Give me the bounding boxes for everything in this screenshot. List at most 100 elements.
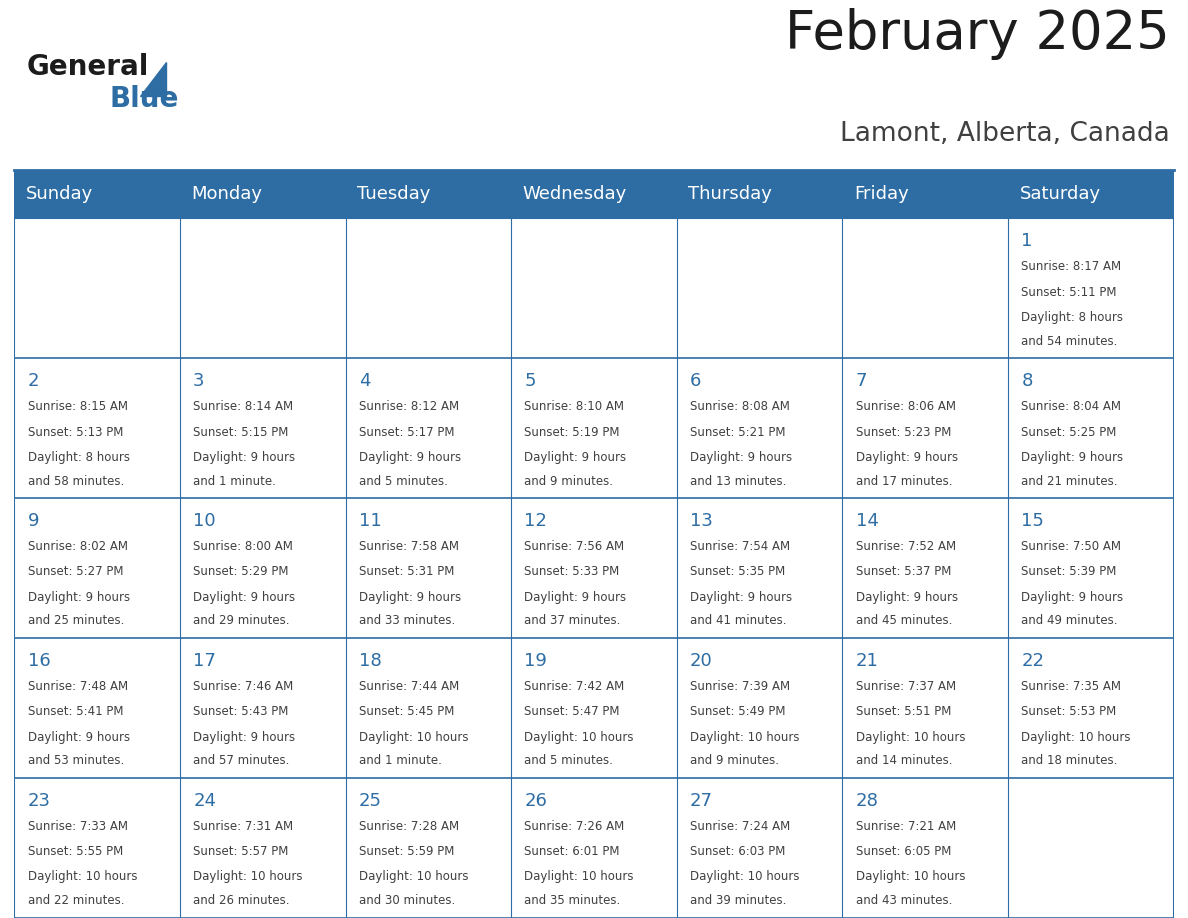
Text: Sunset: 6:01 PM: Sunset: 6:01 PM <box>524 845 620 858</box>
Text: Sunrise: 7:58 AM: Sunrise: 7:58 AM <box>359 541 459 554</box>
Text: Daylight: 8 hours: Daylight: 8 hours <box>27 451 129 464</box>
Text: and 25 minutes.: and 25 minutes. <box>27 614 124 627</box>
Text: Sunset: 5:55 PM: Sunset: 5:55 PM <box>27 845 122 858</box>
Text: 19: 19 <box>524 652 548 670</box>
Text: Daylight: 10 hours: Daylight: 10 hours <box>855 870 965 883</box>
Text: and 13 minutes.: and 13 minutes. <box>690 475 786 487</box>
Text: Sunset: 5:57 PM: Sunset: 5:57 PM <box>194 845 289 858</box>
Text: Daylight: 9 hours: Daylight: 9 hours <box>359 590 461 604</box>
Text: 11: 11 <box>359 512 381 531</box>
Text: Sunrise: 7:21 AM: Sunrise: 7:21 AM <box>855 820 956 833</box>
Text: Sunrise: 7:52 AM: Sunrise: 7:52 AM <box>855 541 956 554</box>
Text: and 5 minutes.: and 5 minutes. <box>359 475 448 487</box>
Text: 12: 12 <box>524 512 548 531</box>
Text: Daylight: 9 hours: Daylight: 9 hours <box>194 590 296 604</box>
Text: Monday: Monday <box>191 185 263 203</box>
Text: 22: 22 <box>1022 652 1044 670</box>
Text: Sunset: 5:47 PM: Sunset: 5:47 PM <box>524 705 620 719</box>
Text: 26: 26 <box>524 792 548 810</box>
Text: Saturday: Saturday <box>1019 185 1101 203</box>
Text: 2: 2 <box>27 373 39 390</box>
Text: and 43 minutes.: and 43 minutes. <box>855 894 952 907</box>
Text: and 17 minutes.: and 17 minutes. <box>855 475 953 487</box>
Text: 25: 25 <box>359 792 381 810</box>
Text: and 57 minutes.: and 57 minutes. <box>194 755 290 767</box>
Text: Sunrise: 7:33 AM: Sunrise: 7:33 AM <box>27 820 127 833</box>
Text: Sunset: 5:59 PM: Sunset: 5:59 PM <box>359 845 454 858</box>
Text: 17: 17 <box>194 652 216 670</box>
Text: 21: 21 <box>855 652 879 670</box>
Text: Daylight: 10 hours: Daylight: 10 hours <box>690 731 800 744</box>
Text: and 1 minute.: and 1 minute. <box>359 755 442 767</box>
Text: Daylight: 10 hours: Daylight: 10 hours <box>359 870 468 883</box>
Text: 16: 16 <box>27 652 50 670</box>
Text: Sunset: 5:17 PM: Sunset: 5:17 PM <box>359 426 454 439</box>
Text: Sunset: 5:39 PM: Sunset: 5:39 PM <box>1022 565 1117 578</box>
Text: Daylight: 9 hours: Daylight: 9 hours <box>194 731 296 744</box>
Text: and 5 minutes.: and 5 minutes. <box>524 755 613 767</box>
Text: Sunrise: 7:42 AM: Sunrise: 7:42 AM <box>524 680 625 693</box>
Text: Sunset: 5:35 PM: Sunset: 5:35 PM <box>690 565 785 578</box>
Text: Sunrise: 7:48 AM: Sunrise: 7:48 AM <box>27 680 127 693</box>
Text: Sunrise: 8:17 AM: Sunrise: 8:17 AM <box>1022 261 1121 274</box>
Text: 27: 27 <box>690 792 713 810</box>
Text: Tuesday: Tuesday <box>358 185 430 203</box>
Text: and 18 minutes.: and 18 minutes. <box>1022 755 1118 767</box>
Text: Daylight: 9 hours: Daylight: 9 hours <box>690 451 792 464</box>
Text: Sunday: Sunday <box>26 185 93 203</box>
Text: Sunrise: 8:10 AM: Sunrise: 8:10 AM <box>524 400 625 413</box>
Text: and 1 minute.: and 1 minute. <box>194 475 276 487</box>
Text: Sunrise: 7:50 AM: Sunrise: 7:50 AM <box>1022 541 1121 554</box>
Text: and 39 minutes.: and 39 minutes. <box>690 894 786 907</box>
Text: Sunrise: 7:31 AM: Sunrise: 7:31 AM <box>194 820 293 833</box>
Text: Sunrise: 7:28 AM: Sunrise: 7:28 AM <box>359 820 459 833</box>
Text: Daylight: 9 hours: Daylight: 9 hours <box>359 451 461 464</box>
Text: and 33 minutes.: and 33 minutes. <box>359 614 455 627</box>
Text: and 14 minutes.: and 14 minutes. <box>855 755 953 767</box>
Text: 10: 10 <box>194 512 216 531</box>
Text: Sunrise: 8:02 AM: Sunrise: 8:02 AM <box>27 541 127 554</box>
Text: Friday: Friday <box>854 185 909 203</box>
Text: 1: 1 <box>1022 232 1032 251</box>
Text: Daylight: 8 hours: Daylight: 8 hours <box>1022 311 1124 324</box>
Text: and 9 minutes.: and 9 minutes. <box>690 755 779 767</box>
Text: Daylight: 9 hours: Daylight: 9 hours <box>524 451 626 464</box>
Text: Blue: Blue <box>109 84 178 113</box>
Text: Sunrise: 8:15 AM: Sunrise: 8:15 AM <box>27 400 127 413</box>
Text: Daylight: 10 hours: Daylight: 10 hours <box>359 731 468 744</box>
Text: Sunset: 5:29 PM: Sunset: 5:29 PM <box>194 565 289 578</box>
Text: 7: 7 <box>855 373 867 390</box>
Text: February 2025: February 2025 <box>785 7 1170 60</box>
Text: and 22 minutes.: and 22 minutes. <box>27 894 124 907</box>
Text: Sunset: 5:49 PM: Sunset: 5:49 PM <box>690 705 785 719</box>
Text: 24: 24 <box>194 792 216 810</box>
Text: Sunset: 5:37 PM: Sunset: 5:37 PM <box>855 565 952 578</box>
Text: 18: 18 <box>359 652 381 670</box>
Text: Sunrise: 7:46 AM: Sunrise: 7:46 AM <box>194 680 293 693</box>
Text: Sunrise: 7:56 AM: Sunrise: 7:56 AM <box>524 541 625 554</box>
Text: Sunset: 5:45 PM: Sunset: 5:45 PM <box>359 705 454 719</box>
Text: Wednesday: Wednesday <box>523 185 627 203</box>
Text: Daylight: 9 hours: Daylight: 9 hours <box>27 590 129 604</box>
Text: Sunset: 5:43 PM: Sunset: 5:43 PM <box>194 705 289 719</box>
Text: Daylight: 10 hours: Daylight: 10 hours <box>1022 731 1131 744</box>
Text: and 30 minutes.: and 30 minutes. <box>359 894 455 907</box>
Text: Sunset: 5:51 PM: Sunset: 5:51 PM <box>855 705 952 719</box>
Text: Daylight: 10 hours: Daylight: 10 hours <box>27 870 137 883</box>
Text: Daylight: 9 hours: Daylight: 9 hours <box>524 590 626 604</box>
Text: Daylight: 10 hours: Daylight: 10 hours <box>690 870 800 883</box>
Text: and 35 minutes.: and 35 minutes. <box>524 894 620 907</box>
Text: Sunset: 5:25 PM: Sunset: 5:25 PM <box>1022 426 1117 439</box>
Text: and 37 minutes.: and 37 minutes. <box>524 614 621 627</box>
Text: Lamont, Alberta, Canada: Lamont, Alberta, Canada <box>840 121 1170 147</box>
Text: and 9 minutes.: and 9 minutes. <box>524 475 613 487</box>
Text: and 49 minutes.: and 49 minutes. <box>1022 614 1118 627</box>
Text: Sunset: 5:23 PM: Sunset: 5:23 PM <box>855 426 952 439</box>
Text: Sunset: 6:03 PM: Sunset: 6:03 PM <box>690 845 785 858</box>
Text: Daylight: 9 hours: Daylight: 9 hours <box>855 451 958 464</box>
Text: Daylight: 10 hours: Daylight: 10 hours <box>524 731 634 744</box>
Text: Daylight: 9 hours: Daylight: 9 hours <box>855 590 958 604</box>
Text: Sunset: 5:11 PM: Sunset: 5:11 PM <box>1022 285 1117 298</box>
Text: Sunrise: 7:54 AM: Sunrise: 7:54 AM <box>690 541 790 554</box>
Text: Sunset: 6:05 PM: Sunset: 6:05 PM <box>855 845 952 858</box>
